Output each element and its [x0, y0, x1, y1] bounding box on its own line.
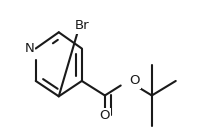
- Text: Br: Br: [75, 19, 89, 32]
- Text: N: N: [24, 42, 34, 55]
- Text: O: O: [100, 109, 110, 122]
- Text: O: O: [130, 75, 140, 87]
